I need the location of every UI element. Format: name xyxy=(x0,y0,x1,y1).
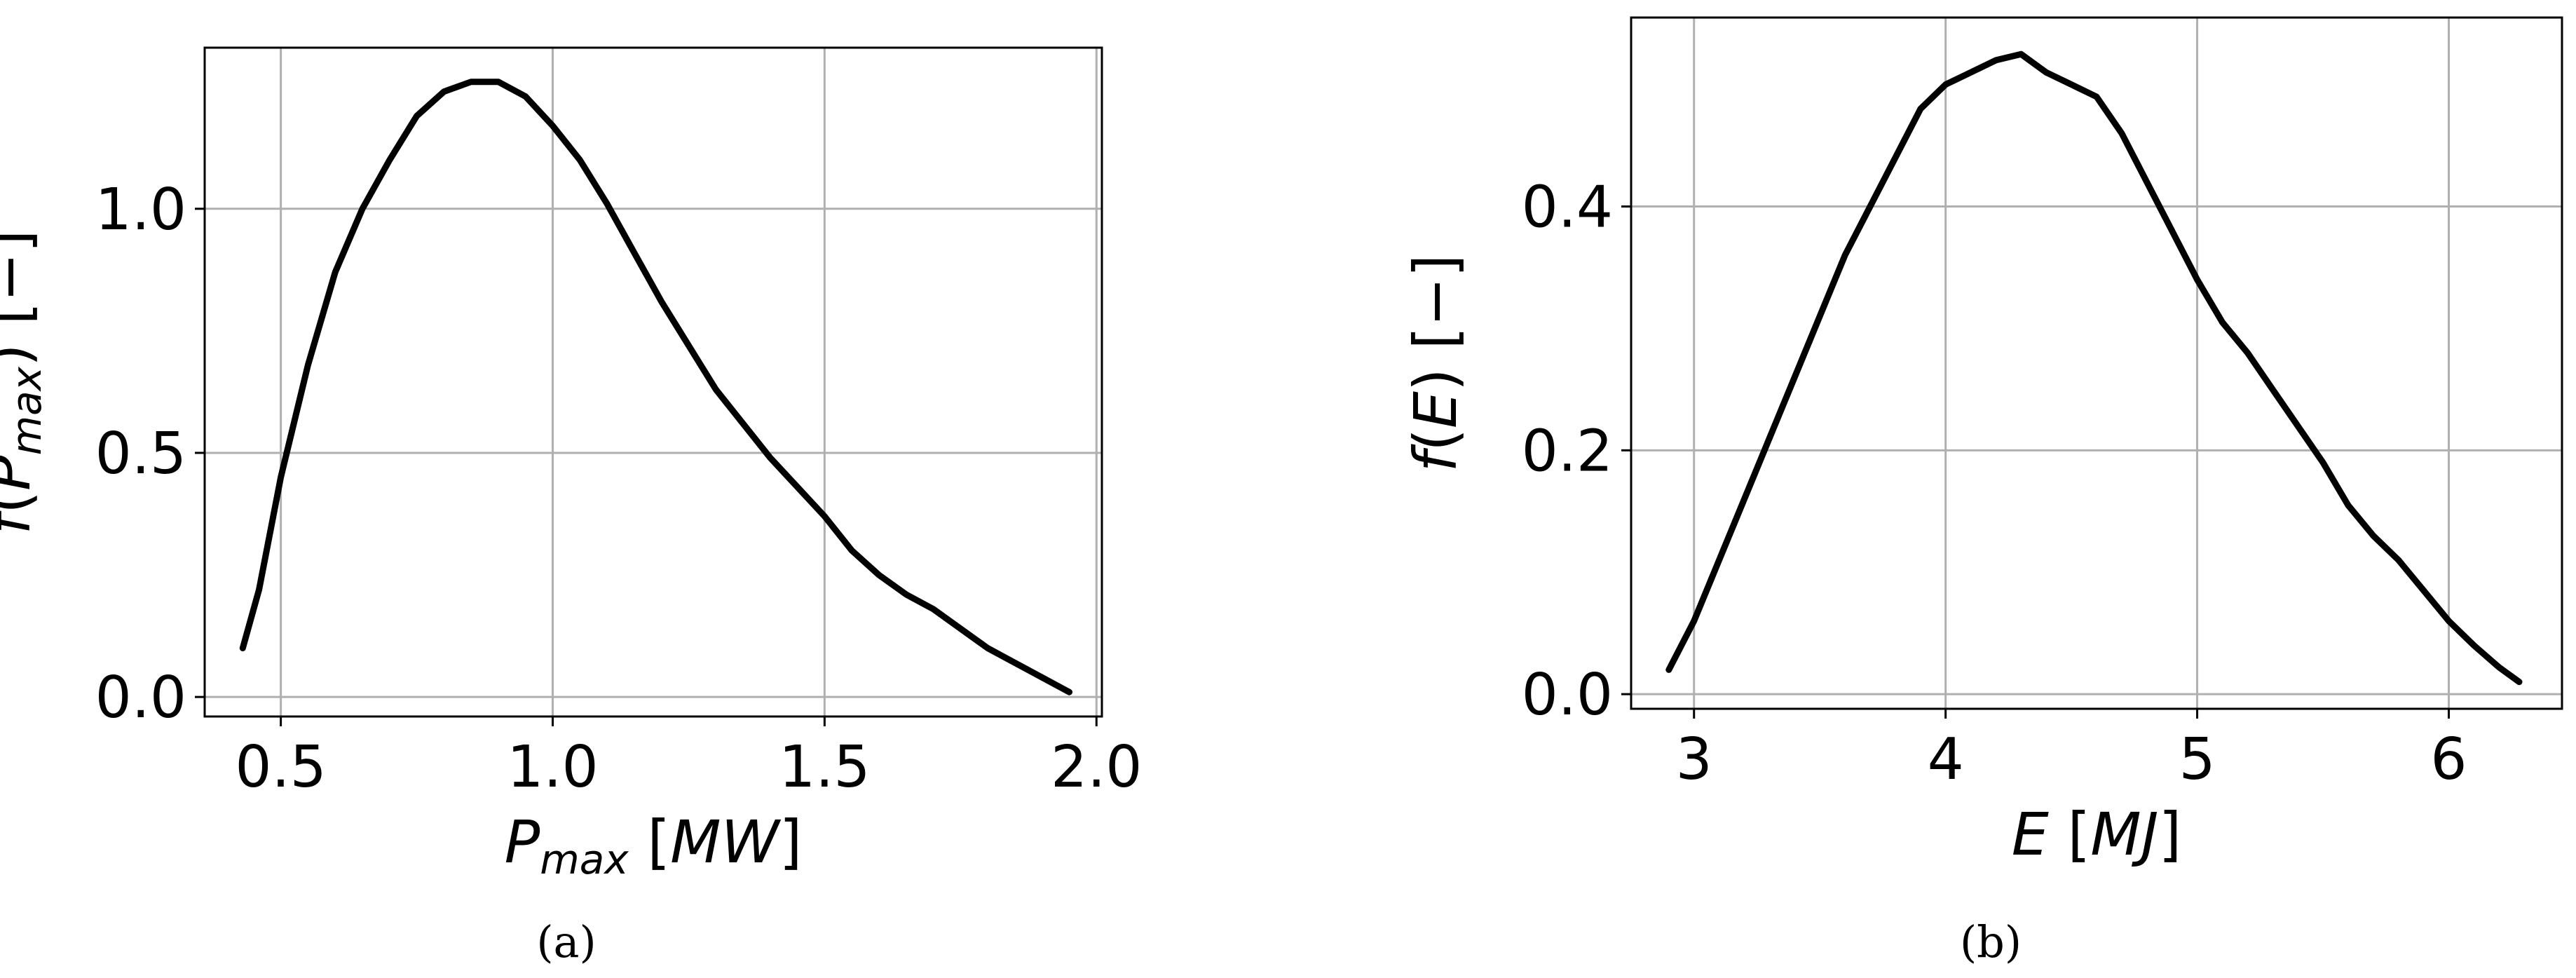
x-tick-label: 2.0 xyxy=(1051,734,1142,801)
y-tick-label: 0.4 xyxy=(1522,175,1613,241)
y-axis-label-symbol: P xyxy=(0,455,43,491)
x-axis-label: E [MJ] xyxy=(2012,800,2182,869)
y-axis-label-suffix: ) [−] xyxy=(1401,254,1470,391)
y-axis-label-paren-open: ( xyxy=(0,491,43,514)
series-line xyxy=(1665,50,2523,686)
y-axis-label-paren-open: ( xyxy=(1401,428,1470,451)
x-axis-label-bracket-open: [ xyxy=(2067,800,2090,869)
y-tick-label: 0.0 xyxy=(1522,662,1613,728)
y-tick-label: 0.0 xyxy=(95,665,186,731)
x-tick-label: 4 xyxy=(1928,726,1964,793)
plot-frame xyxy=(1630,16,2563,710)
y-axis-label-suffix: ) [−] xyxy=(0,230,43,367)
x-axis-label-unit: MJ xyxy=(2090,800,2158,869)
y-tick-label: 1.0 xyxy=(95,177,186,243)
panel-caption: (a) xyxy=(536,916,596,967)
x-axis-label-unit: MW xyxy=(670,808,781,876)
x-tick-label: 5 xyxy=(2179,726,2215,793)
y-axis-label: f(Pmax) [−] xyxy=(0,230,50,535)
y-tick-label: 0.2 xyxy=(1522,418,1613,484)
x-axis-label: Pmax [MW] xyxy=(505,808,803,883)
panel-caption: (b) xyxy=(1960,916,2022,967)
x-tick-label: 6 xyxy=(2430,726,2467,793)
x-axis-label-space xyxy=(2049,800,2068,869)
x-tick-label: 1.0 xyxy=(507,734,598,801)
y-axis-label-symbol: E xyxy=(1401,391,1470,428)
x-axis-label-space xyxy=(629,808,648,876)
x-axis-label-symbol: P xyxy=(505,808,540,876)
x-axis-label-bracket-close: ] xyxy=(2159,800,2182,869)
x-axis-label-symbol: E xyxy=(2012,800,2049,869)
x-axis-label-subscript: max xyxy=(540,836,629,883)
x-axis-label-bracket-open: [ xyxy=(647,808,670,876)
y-axis-label: f(E) [−] xyxy=(1401,254,1470,473)
series-line xyxy=(239,79,1072,695)
panel-a: 0.5 1.0 1.5 2.0 0.0 0.5 1.0 Pmax [MW] f(Pmax) [−… xyxy=(0,46,1142,967)
x-tick-label: 1.5 xyxy=(779,734,870,801)
panel-b: 3 4 5 6 0.0 0.2 0.4 E [MJ] f(E) [−] (b) xyxy=(1401,16,2563,967)
y-tick-label: 0.5 xyxy=(95,421,186,487)
y-axis-label-subscript: max xyxy=(3,366,50,455)
plot-frame xyxy=(203,46,1103,718)
x-axis-label-bracket-close: ] xyxy=(779,808,803,876)
x-tick-label: 0.5 xyxy=(235,734,326,801)
x-tick-label: 3 xyxy=(1676,726,1712,793)
